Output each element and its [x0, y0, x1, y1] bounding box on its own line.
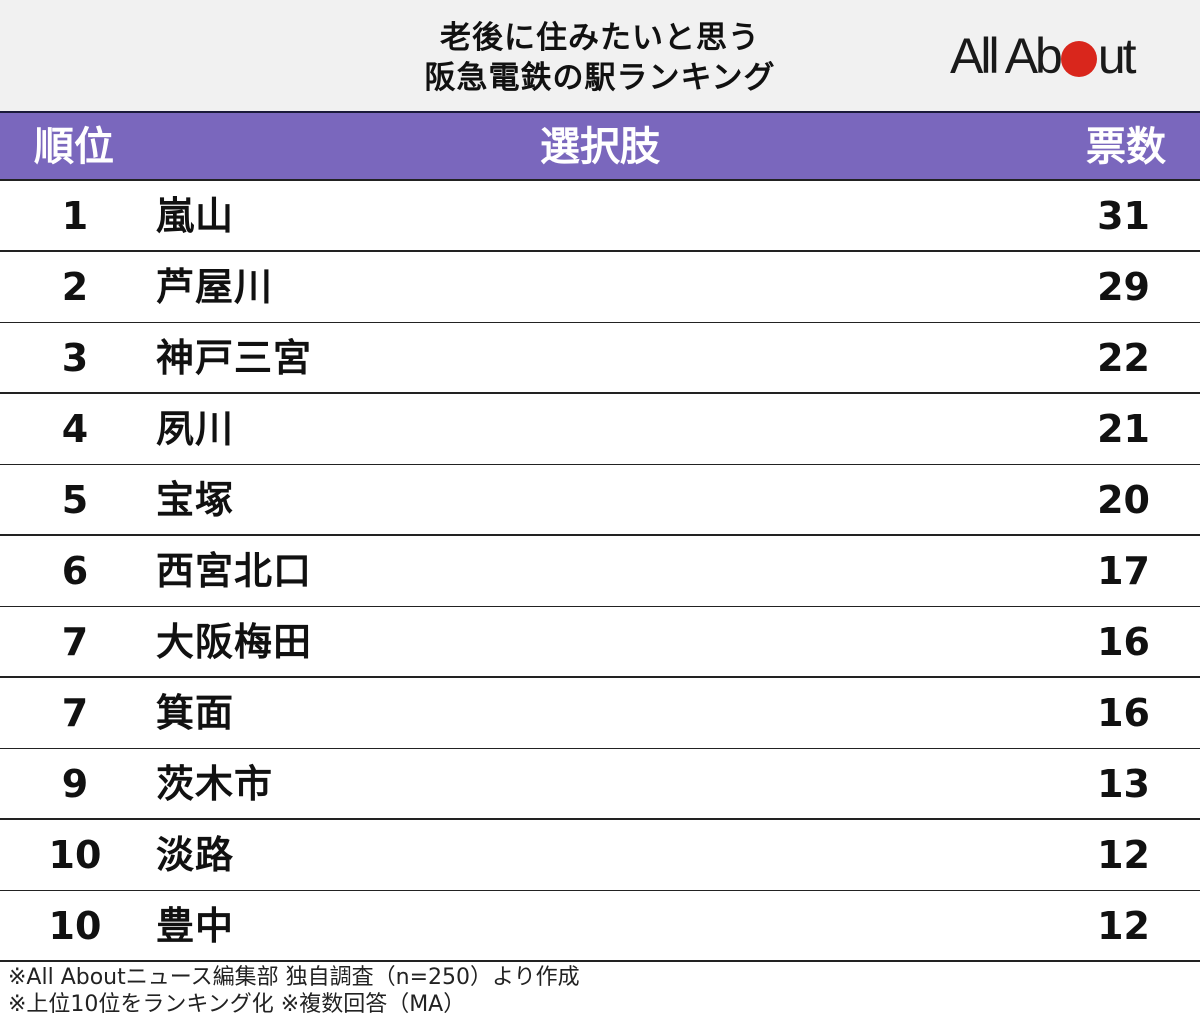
rank-cell: 10 — [48, 833, 102, 877]
station-cell: 西宮北口 — [156, 549, 313, 593]
station-cell: 淡路 — [156, 833, 235, 877]
table-row: 10 豊中 12 — [0, 891, 1200, 962]
logo-text-suffix: ut — [1097, 28, 1137, 84]
column-header-rank: 順位 — [34, 124, 114, 170]
table-row: 3 神戸三宮 22 — [0, 323, 1200, 394]
station-cell: 大阪梅田 — [156, 620, 313, 664]
station-cell: 芦屋川 — [156, 265, 274, 309]
rank-cell: 2 — [61, 265, 89, 309]
station-cell: 嵐山 — [156, 194, 235, 238]
rank-cell: 7 — [61, 620, 89, 664]
votes-cell: 12 — [1097, 904, 1150, 948]
logo-red-dot-icon — [1060, 41, 1097, 77]
table-body: 1 嵐山 31 2 芦屋川 29 3 神戸三宮 22 4 夙川 21 5 宝塚 20 6 西宮北口 17… — [0, 181, 1200, 962]
table-row: 5 宝塚 20 — [0, 465, 1200, 536]
votes-cell: 12 — [1097, 833, 1150, 877]
table-row: 4 夙川 21 — [0, 394, 1200, 465]
chart-title: 老後に住みたいと思う 阪急電鉄の駅ランキング — [300, 18, 900, 98]
footnote-source: ※All Aboutニュース編集部 独自調査（n=250）より作成 — [8, 965, 580, 990]
votes-cell: 16 — [1097, 691, 1150, 735]
rank-cell: 4 — [61, 407, 89, 451]
title-line-1: 老後に住みたいと思う — [440, 20, 760, 56]
table-row: 2 芦屋川 29 — [0, 252, 1200, 323]
title-line-2: 阪急電鉄の駅ランキング — [424, 60, 776, 96]
column-header-choice: 選択肢 — [540, 124, 660, 170]
rank-cell: 3 — [61, 336, 89, 380]
station-cell: 箕面 — [156, 691, 235, 735]
rank-cell: 5 — [61, 478, 89, 522]
table-row: 10 淡路 12 — [0, 820, 1200, 891]
station-cell: 宝塚 — [156, 478, 235, 522]
votes-cell: 29 — [1097, 265, 1150, 309]
rank-cell: 6 — [61, 549, 89, 593]
table-row: 1 嵐山 31 — [0, 181, 1200, 252]
station-cell: 夙川 — [156, 407, 235, 451]
votes-cell: 20 — [1097, 478, 1150, 522]
rank-cell: 9 — [61, 762, 89, 806]
column-header-votes: 票数 — [1086, 124, 1166, 170]
chart-header: 老後に住みたいと思う 阪急電鉄の駅ランキング All Ab ut — [0, 0, 1200, 111]
votes-cell: 16 — [1097, 620, 1150, 664]
votes-cell: 13 — [1097, 762, 1150, 806]
rank-cell: 1 — [61, 194, 89, 238]
station-cell: 神戸三宮 — [156, 336, 313, 380]
station-cell: 豊中 — [156, 904, 235, 948]
allabout-logo: All Ab ut — [950, 28, 1137, 84]
votes-cell: 17 — [1097, 549, 1150, 593]
footnotes: ※All Aboutニュース編集部 独自調査（n=250）より作成 ※上位10位… — [8, 964, 580, 1018]
votes-cell: 22 — [1097, 336, 1150, 380]
votes-cell: 21 — [1097, 407, 1150, 451]
table-row: 6 西宮北口 17 — [0, 536, 1200, 607]
station-cell: 茨木市 — [156, 762, 274, 806]
footnote-method: ※上位10位をランキング化 ※複数回答（MA） — [8, 992, 466, 1017]
rank-cell: 10 — [48, 904, 102, 948]
table-header: 選択肢 順位 票数 — [0, 111, 1200, 181]
table-row: 9 茨木市 13 — [0, 749, 1200, 820]
table-row: 7 箕面 16 — [0, 678, 1200, 749]
rank-cell: 7 — [61, 691, 89, 735]
votes-cell: 31 — [1097, 194, 1150, 238]
table-row: 7 大阪梅田 16 — [0, 607, 1200, 678]
logo-text-prefix: All Ab — [950, 28, 1063, 84]
